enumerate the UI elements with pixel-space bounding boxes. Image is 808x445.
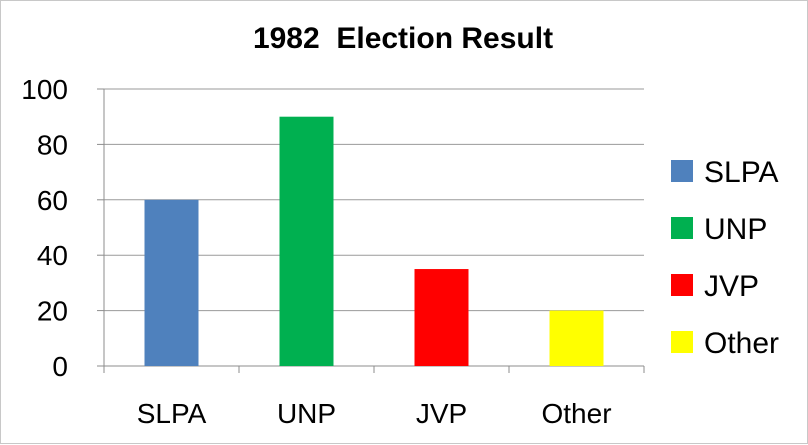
y-tick-label: 40 [37,240,68,271]
chart-title: 1982 Election Result [253,22,553,55]
x-category-label: UNP [277,398,336,429]
legend-label: JVP [704,270,759,303]
bar-unp [279,116,334,366]
y-tick-label: 0 [52,351,68,382]
legend-label: SLPA [704,156,779,189]
legend-swatch-unp [671,217,693,239]
legend-label: Other [704,327,779,360]
bar-slpa [144,199,199,366]
legend: SLPA UNP JVP Other [671,156,779,360]
y-tick-label: 60 [37,185,68,216]
legend-swatch-slpa [671,160,693,182]
y-tick-label: 80 [37,129,68,160]
legend-swatch-jvp [671,274,693,296]
y-tick-label: 20 [37,296,68,327]
x-category-label: Other [541,398,611,429]
bars [144,116,604,366]
x-category-label: SLPA [137,398,207,429]
bar-jvp [414,269,469,366]
legend-label: UNP [704,213,767,246]
bar-other [549,310,604,366]
legend-swatch-other [671,331,693,353]
y-tick-label: 100 [21,74,68,105]
axis-labels: 0 20 40 60 80 100 SLPA UNP JVP Other [21,74,611,429]
x-category-label: JVP [416,398,467,429]
